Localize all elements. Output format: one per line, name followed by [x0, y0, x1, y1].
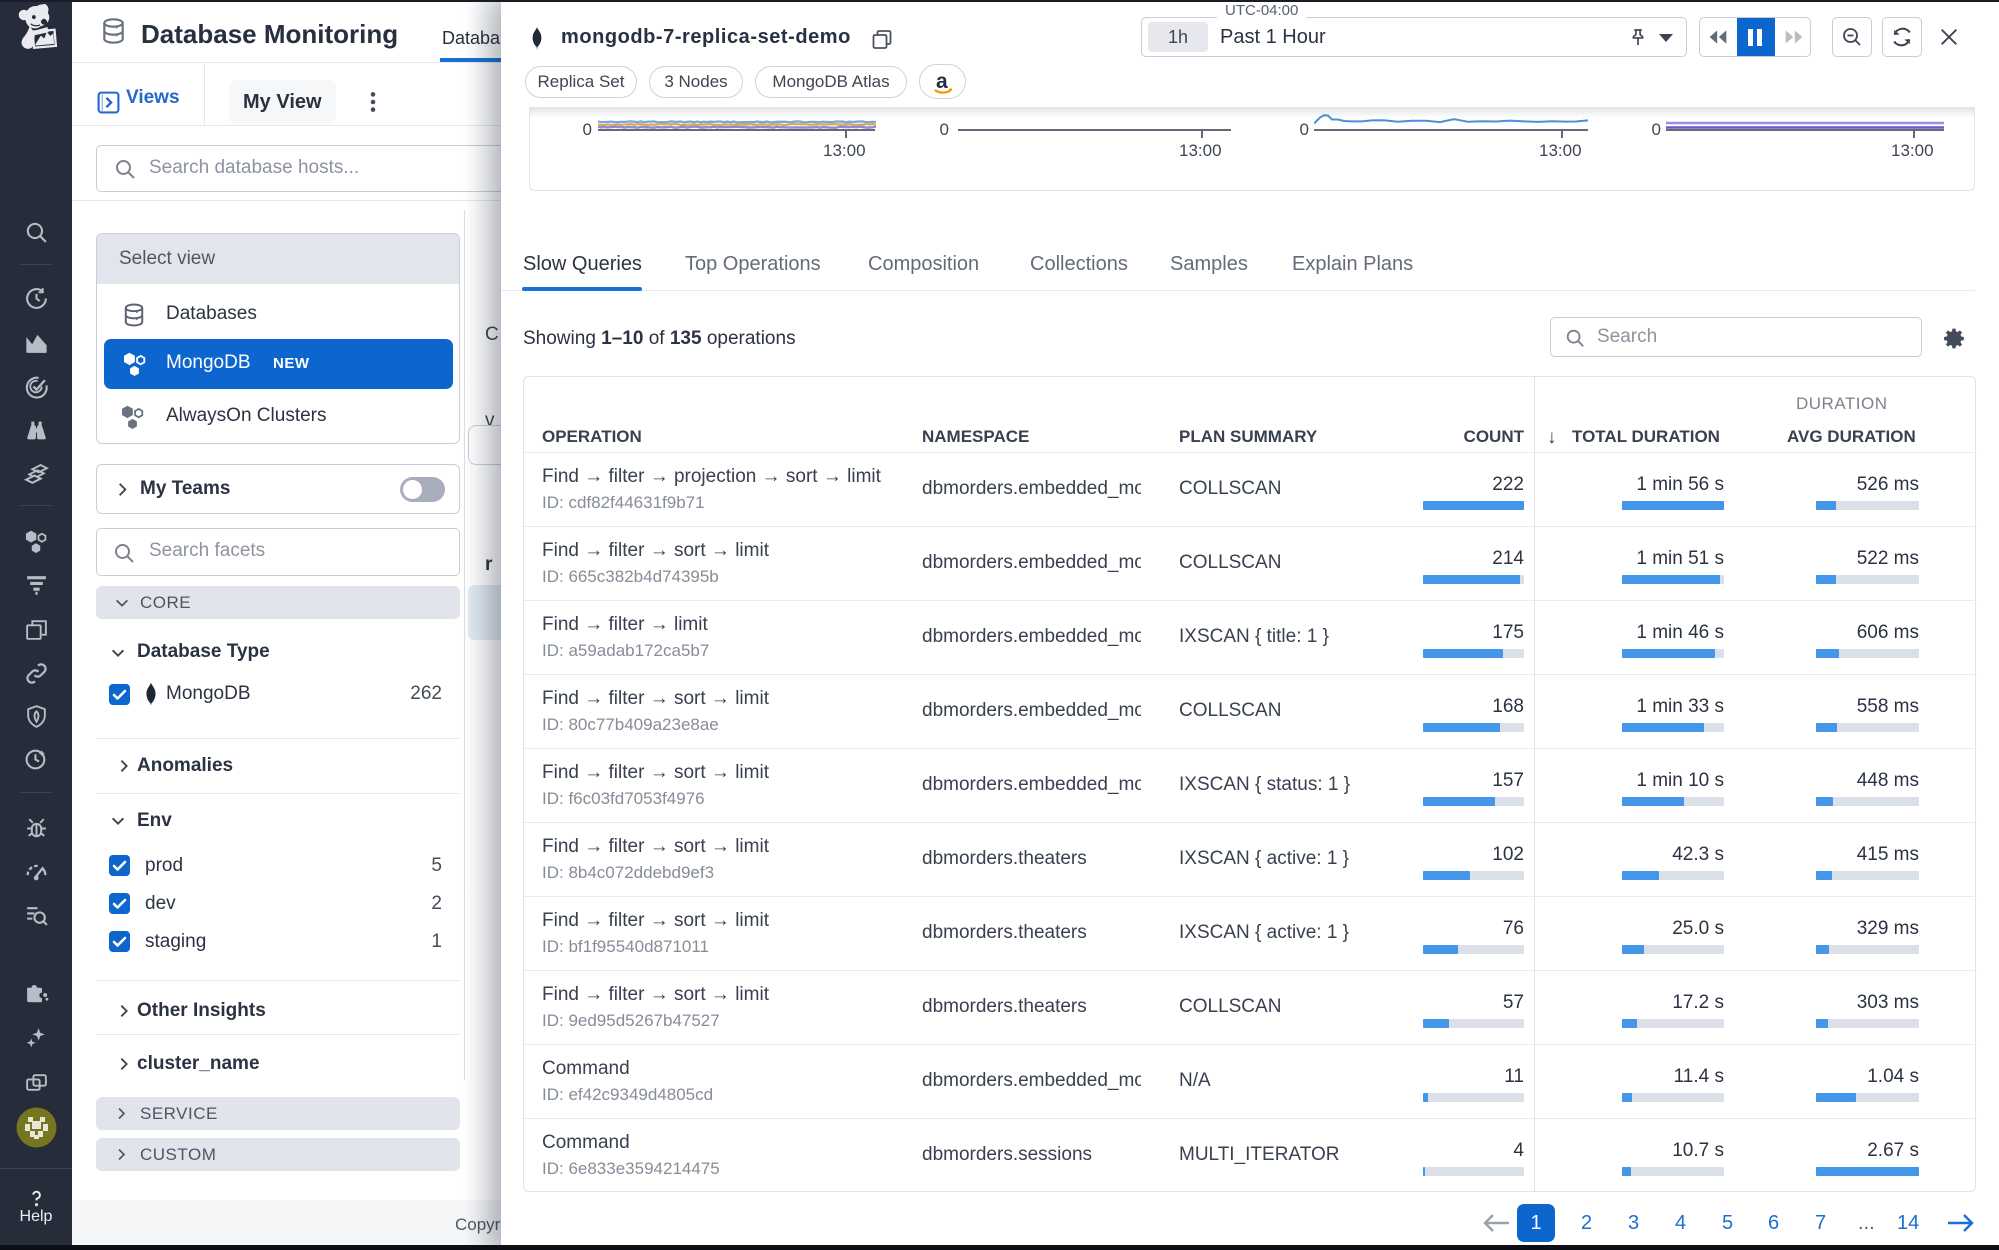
svg-text:a: a [936, 70, 948, 93]
